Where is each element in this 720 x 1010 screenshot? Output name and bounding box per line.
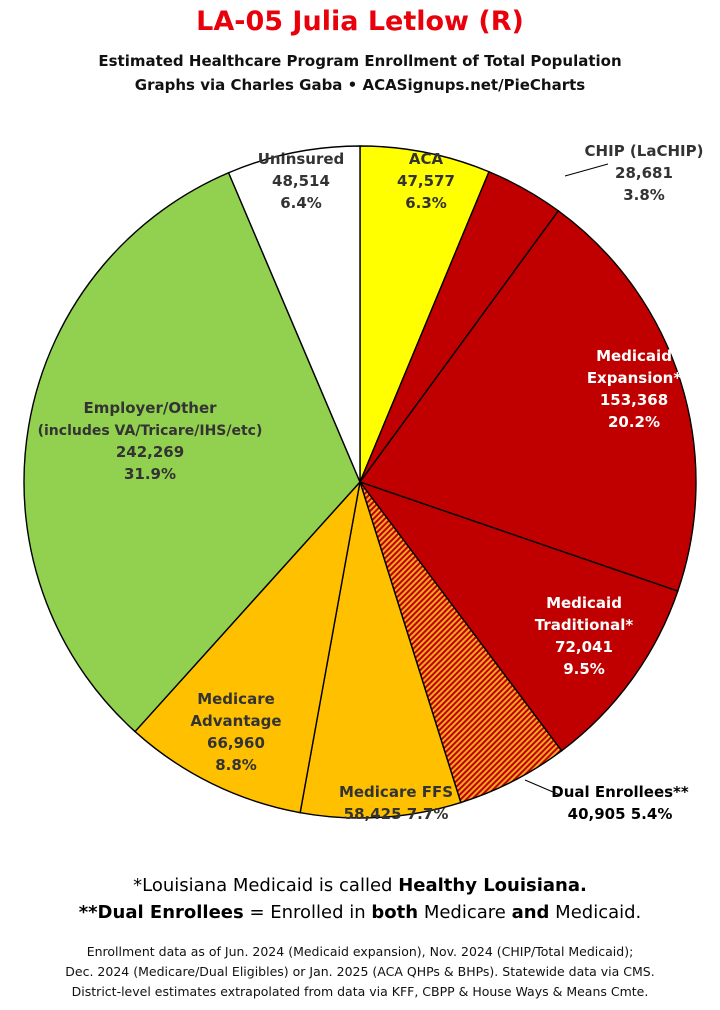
slice-name-label: Medicaid — [596, 347, 672, 365]
pie-slice-medicaid-traditional — [358, 480, 679, 752]
slice-value-label: 40,905 5.4% — [568, 805, 673, 823]
chart-subtitle: Estimated Healthcare Program Enrollment … — [98, 52, 622, 70]
slice-value-label: 153,368 — [600, 391, 668, 409]
slice-name-label: Dual Enrollees** — [551, 783, 689, 801]
slice-value-label: 47,577 — [397, 172, 455, 190]
slice-name-label: ACA — [409, 150, 444, 168]
pie-slice-aca — [359, 145, 490, 483]
slice-value-label: 48,514 — [272, 172, 330, 190]
slice-name-label: (includes VA/Tricare/IHS/etc) — [38, 423, 263, 439]
pie-slice-uninsured — [227, 145, 361, 483]
pie-chart: ACA 47,577 6.3% CHIP (LaCHIP) 28,681 3.8% Medi… — [23, 142, 704, 823]
slice-name-label: Medicare — [197, 690, 275, 708]
slice-value-label: 72,041 — [555, 638, 613, 656]
leader-line — [524, 779, 561, 796]
pie-slice-medicaid-expansion — [358, 209, 697, 593]
chart-title: LA-05 Julia Letlow (R) — [196, 6, 524, 37]
slice-name-label: Advantage — [190, 712, 281, 730]
pie-slice-employer-other-includes-va-tricare-ihs-etc — [23, 171, 361, 733]
source-note-line3: District-level estimates extrapolated fr… — [71, 984, 649, 999]
slice-percent-label: 6.4% — [280, 194, 322, 212]
slice-name-label: Medicare FFS — [339, 783, 453, 801]
pie-slice-medicare-advantage — [134, 479, 362, 814]
slice-percent-label: 8.8% — [215, 756, 257, 774]
leader-line — [564, 163, 609, 177]
slice-percent-label: 3.8% — [623, 186, 665, 204]
slice-value-label: 58,425 7.7% — [344, 805, 449, 823]
slice-name-label: Expansion* — [587, 369, 682, 387]
slice-percent-label: 6.3% — [405, 194, 447, 212]
slice-value-label: 28,681 — [615, 164, 673, 182]
pie-slice-medicare-ffs — [299, 481, 462, 819]
slice-name-label: CHIP (LaCHIP) — [585, 142, 704, 160]
slice-name-label: Employer/Other — [83, 399, 217, 417]
slice-name-label: Uninsured — [258, 150, 345, 168]
slice-percent-label: 9.5% — [563, 660, 605, 678]
slice-value-label: 242,269 — [116, 443, 184, 461]
slice-percent-label: 31.9% — [124, 465, 176, 483]
source-note-line2: Dec. 2024 (Medicare/Dual Eligibles) or J… — [65, 964, 655, 979]
source-note-line1: Enrollment data as of Jun. 2024 (Medicai… — [86, 944, 634, 959]
slice-percent-label: 20.2% — [608, 413, 660, 431]
footnote-healthy-louisiana: *Louisiana Medicaid is called Healthy Lo… — [133, 875, 587, 896]
chart-credit: Graphs via Charles Gaba • ACASignups.net… — [134, 76, 586, 94]
slice-name-label: Medicaid — [546, 594, 622, 612]
footnote-dual-enrollees: **Dual Enrollees = Enrolled in both Medi… — [78, 902, 642, 923]
slice-value-label: 66,960 — [207, 734, 265, 752]
slice-name-label: Traditional* — [535, 616, 634, 634]
